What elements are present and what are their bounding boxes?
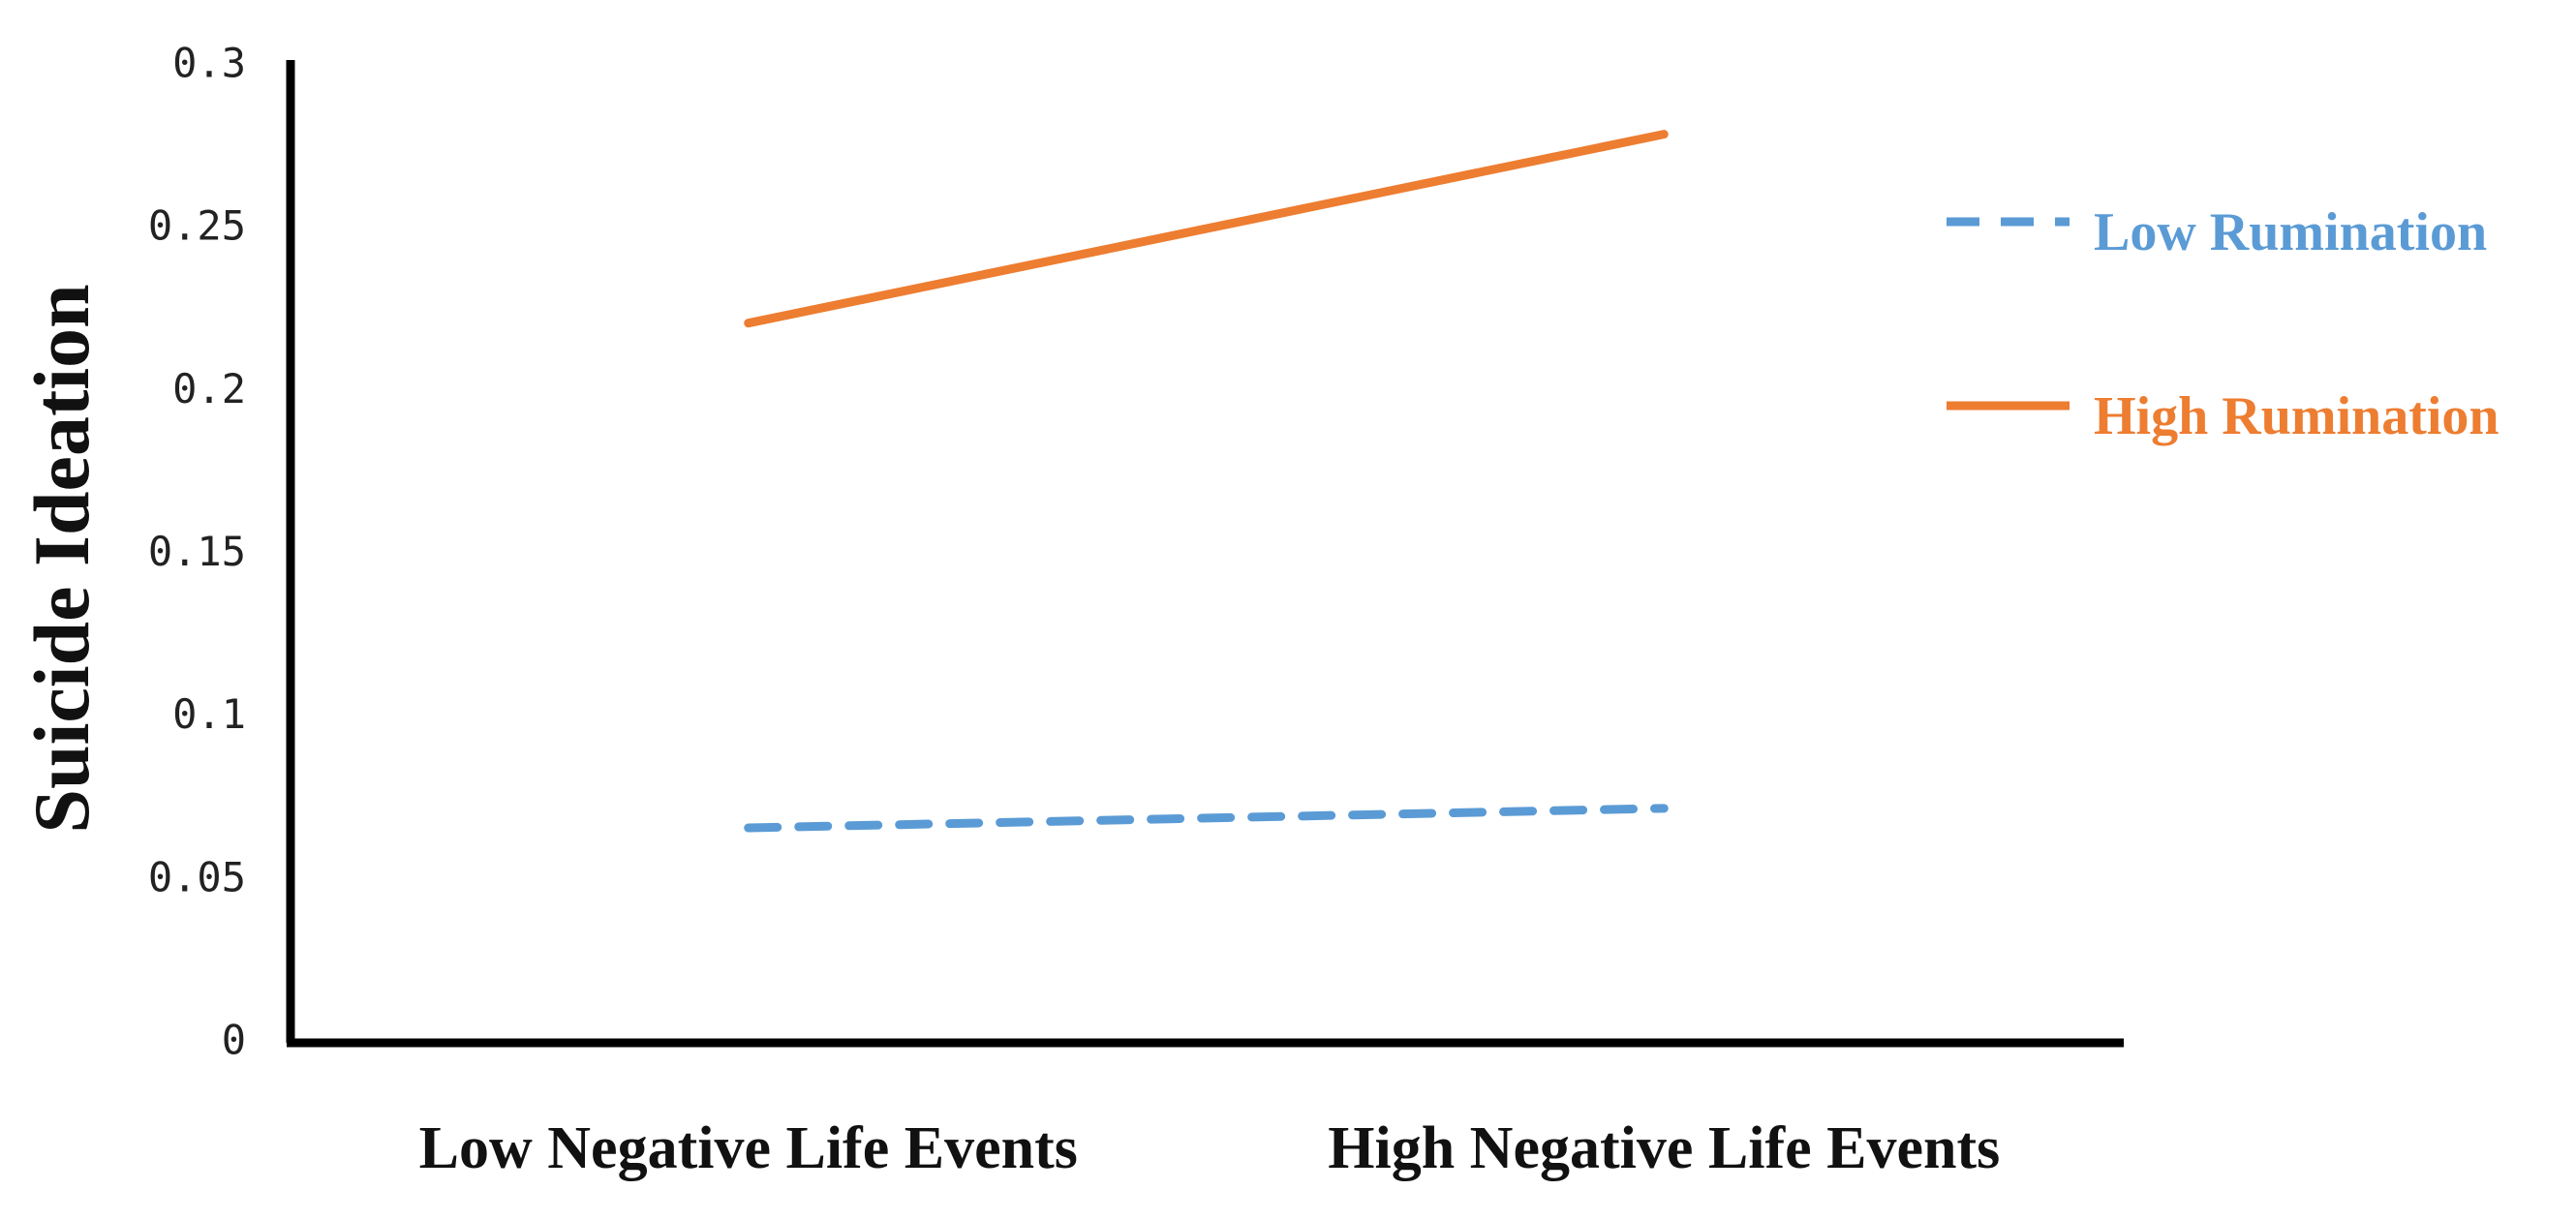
data-line bbox=[744, 804, 1669, 833]
y-axis-label: Suicide Ideation bbox=[17, 284, 106, 833]
data-line bbox=[744, 130, 1669, 328]
legend-label: Low Rumination bbox=[2094, 202, 2487, 262]
y-tick-label: 0.3 bbox=[172, 40, 246, 87]
y-tick-label: 0.1 bbox=[172, 690, 246, 738]
y-tick-label: 0.2 bbox=[172, 365, 246, 412]
y-tick-label: 0 bbox=[222, 1017, 246, 1064]
legend-label: High Rumination bbox=[2094, 386, 2499, 446]
y-tick-label: 0.05 bbox=[148, 853, 246, 900]
x-tick-label: Low Negative Life Events bbox=[419, 1115, 1078, 1181]
x-tick-label: High Negative Life Events bbox=[1328, 1115, 2000, 1181]
y-tick-label: 0.15 bbox=[148, 528, 246, 575]
y-tick-label: 0.25 bbox=[148, 202, 246, 250]
